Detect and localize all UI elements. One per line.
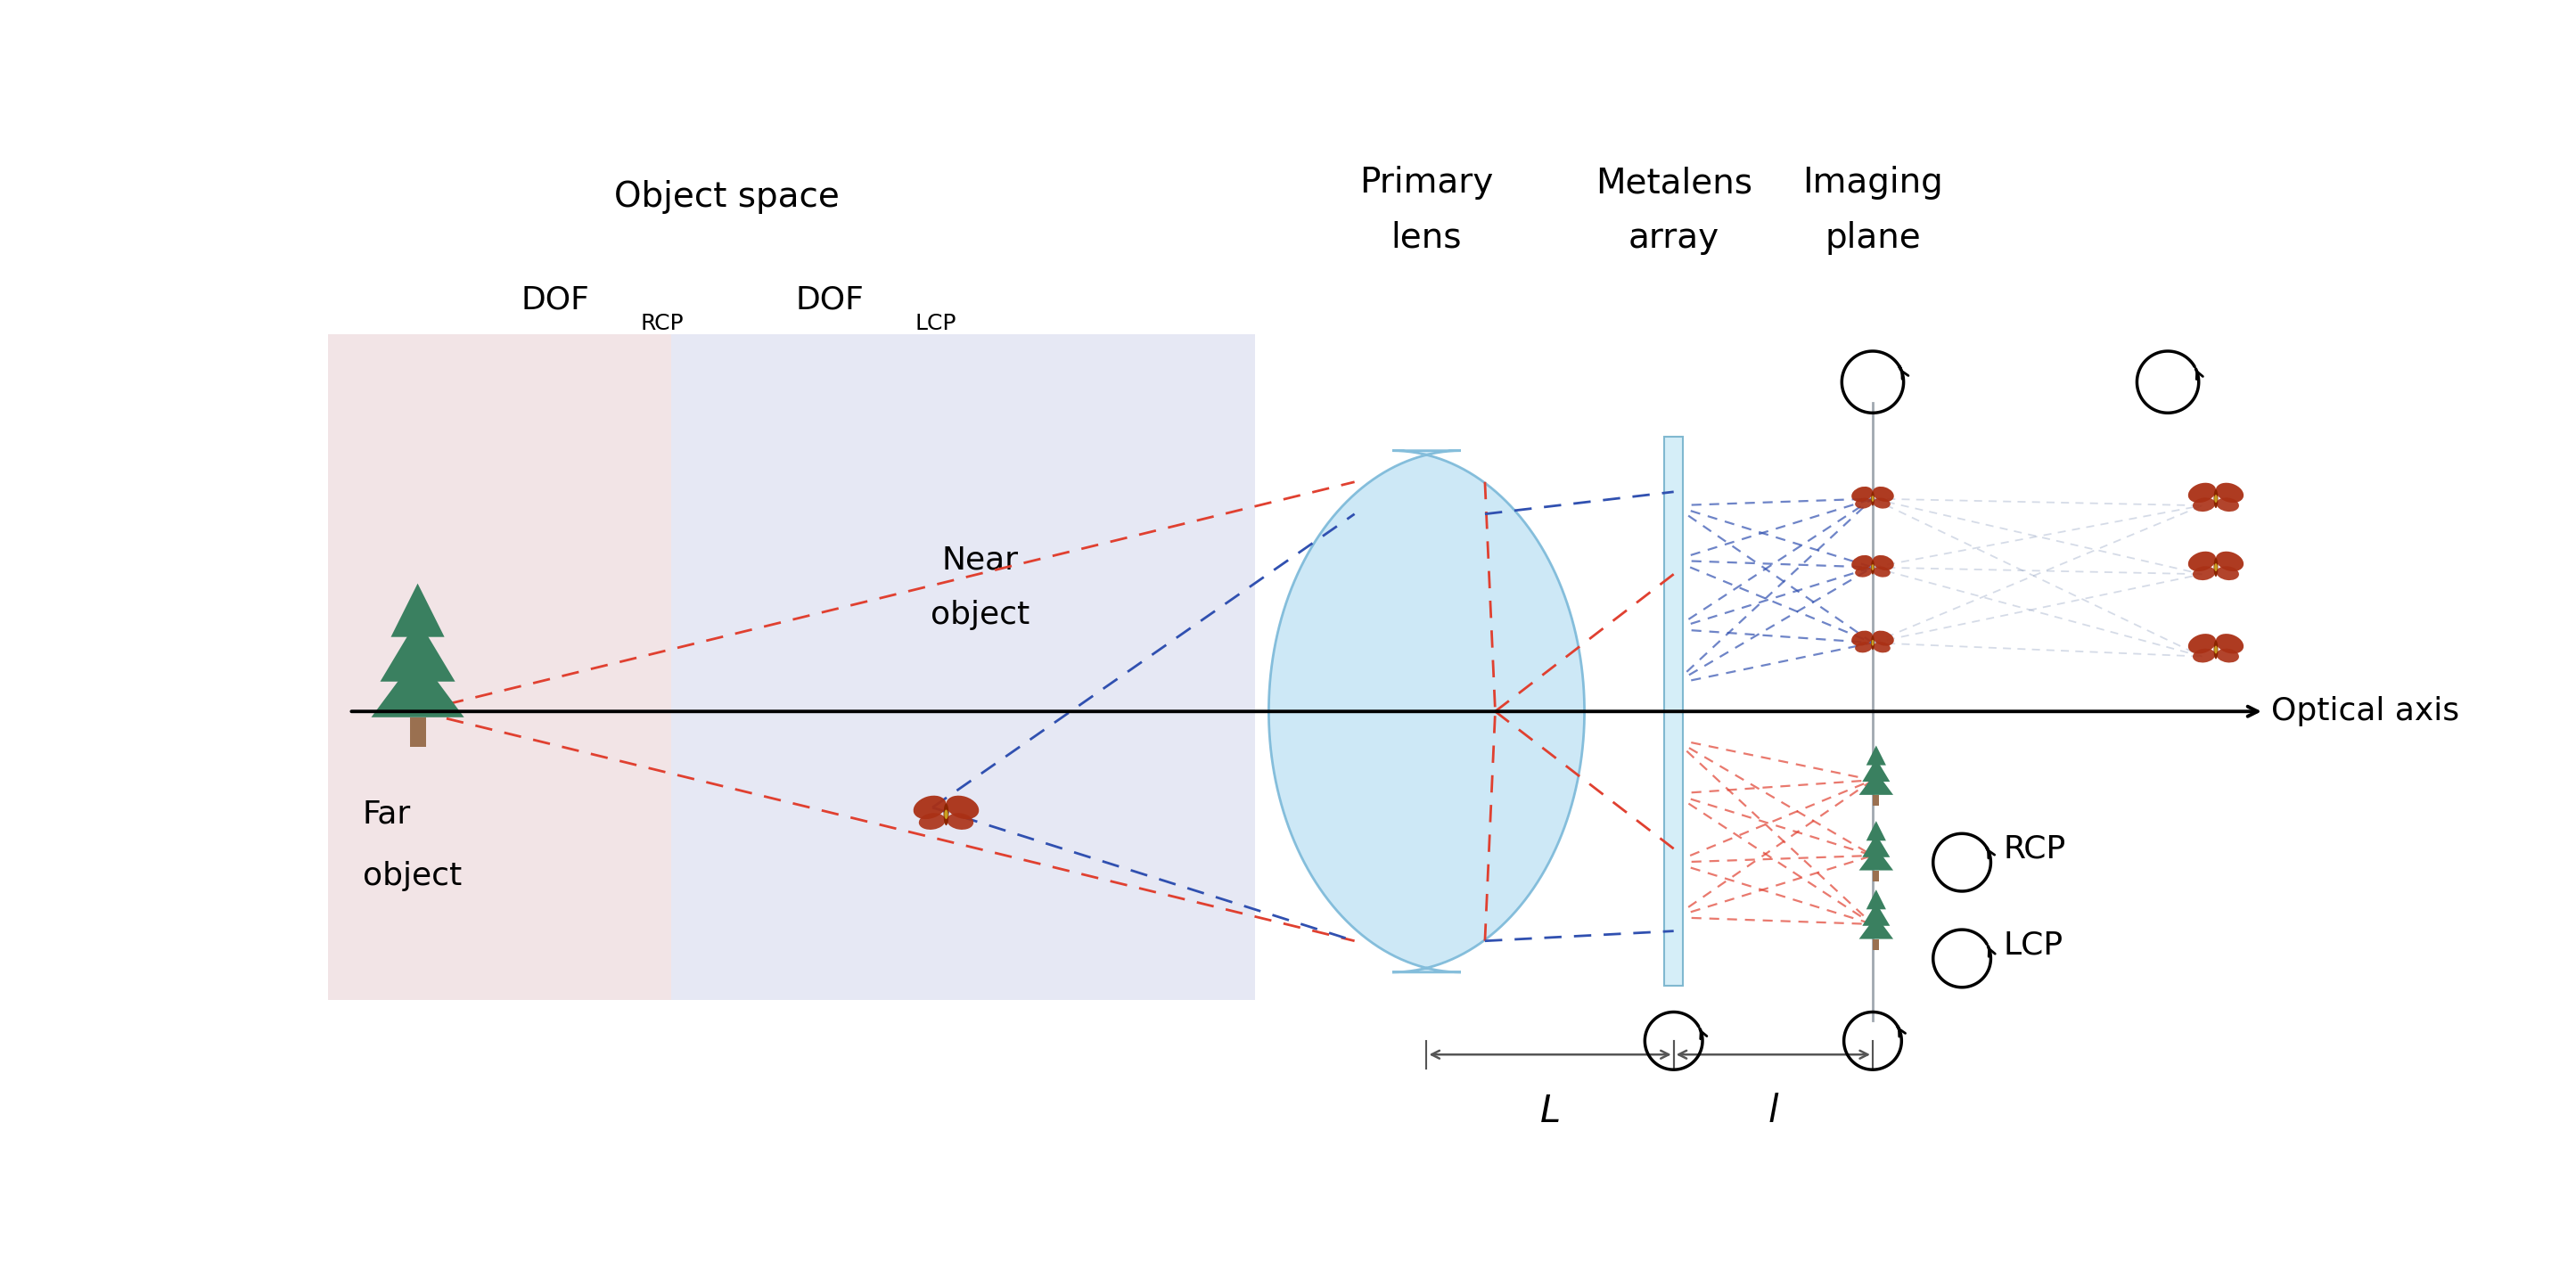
Ellipse shape bbox=[2215, 567, 2239, 581]
Text: object: object bbox=[930, 601, 1030, 631]
Polygon shape bbox=[1860, 916, 1893, 939]
Text: Far: Far bbox=[363, 799, 412, 829]
Ellipse shape bbox=[943, 804, 948, 825]
Text: Primary: Primary bbox=[1360, 167, 1494, 199]
Ellipse shape bbox=[1852, 487, 1873, 502]
Polygon shape bbox=[371, 655, 464, 717]
Text: Object space: Object space bbox=[613, 179, 840, 213]
Text: RCP: RCP bbox=[2004, 833, 2066, 863]
Ellipse shape bbox=[1873, 497, 1891, 509]
Bar bbox=[1664, 437, 1682, 986]
Text: plane: plane bbox=[1824, 221, 1922, 255]
Ellipse shape bbox=[2215, 646, 2218, 654]
Ellipse shape bbox=[1852, 631, 1873, 646]
Polygon shape bbox=[1270, 451, 1584, 972]
Ellipse shape bbox=[2192, 649, 2215, 663]
Text: object: object bbox=[363, 861, 461, 891]
Text: DOF: DOF bbox=[520, 284, 590, 314]
Polygon shape bbox=[1873, 871, 1878, 881]
Ellipse shape bbox=[1873, 631, 1893, 646]
Text: Imaging: Imaging bbox=[1803, 167, 1942, 199]
Ellipse shape bbox=[2213, 558, 2218, 577]
Ellipse shape bbox=[2215, 634, 2244, 654]
Polygon shape bbox=[1865, 746, 1886, 765]
Polygon shape bbox=[381, 620, 456, 681]
Polygon shape bbox=[1862, 758, 1891, 781]
Text: Metalens: Metalens bbox=[1595, 167, 1752, 199]
Ellipse shape bbox=[2187, 634, 2215, 654]
Ellipse shape bbox=[1870, 636, 1875, 650]
Ellipse shape bbox=[1855, 567, 1873, 577]
Ellipse shape bbox=[914, 795, 945, 819]
Text: LCP: LCP bbox=[914, 313, 956, 334]
Ellipse shape bbox=[2215, 497, 2239, 511]
Ellipse shape bbox=[1855, 497, 1873, 509]
Ellipse shape bbox=[1873, 567, 1891, 577]
Polygon shape bbox=[410, 717, 425, 747]
Polygon shape bbox=[1873, 795, 1878, 805]
Ellipse shape bbox=[2215, 495, 2218, 502]
Ellipse shape bbox=[2192, 497, 2215, 511]
Text: L: L bbox=[1540, 1093, 1561, 1129]
Ellipse shape bbox=[2213, 640, 2218, 659]
Ellipse shape bbox=[2215, 563, 2218, 572]
Polygon shape bbox=[1865, 822, 1886, 840]
Ellipse shape bbox=[2215, 483, 2244, 502]
Text: array: array bbox=[1628, 221, 1718, 255]
Text: RCP: RCP bbox=[641, 313, 685, 334]
Text: l: l bbox=[1767, 1093, 1777, 1129]
Text: Near: Near bbox=[943, 545, 1018, 575]
Polygon shape bbox=[1865, 890, 1886, 910]
Polygon shape bbox=[1862, 834, 1891, 857]
Polygon shape bbox=[1862, 902, 1891, 926]
Ellipse shape bbox=[1873, 555, 1893, 570]
Ellipse shape bbox=[1870, 491, 1875, 506]
Ellipse shape bbox=[2215, 649, 2239, 663]
Bar bbox=[330, 334, 863, 1000]
Text: DOF: DOF bbox=[796, 284, 863, 314]
Ellipse shape bbox=[2215, 551, 2244, 572]
Ellipse shape bbox=[948, 813, 974, 829]
Ellipse shape bbox=[1852, 555, 1873, 570]
Ellipse shape bbox=[945, 795, 979, 819]
Text: lens: lens bbox=[1391, 221, 1463, 255]
Ellipse shape bbox=[2213, 490, 2218, 509]
Ellipse shape bbox=[1873, 487, 1893, 502]
Ellipse shape bbox=[1870, 560, 1875, 574]
Ellipse shape bbox=[2192, 567, 2215, 581]
Polygon shape bbox=[1860, 772, 1893, 795]
Text: LCP: LCP bbox=[2004, 930, 2063, 960]
Polygon shape bbox=[1873, 939, 1878, 950]
Ellipse shape bbox=[2187, 483, 2215, 502]
Ellipse shape bbox=[945, 810, 948, 819]
Ellipse shape bbox=[1855, 642, 1873, 652]
Polygon shape bbox=[1860, 847, 1893, 871]
Ellipse shape bbox=[1873, 642, 1891, 652]
Text: Optical axis: Optical axis bbox=[2272, 697, 2460, 727]
Ellipse shape bbox=[920, 813, 945, 829]
Polygon shape bbox=[392, 583, 446, 637]
Bar bbox=[672, 334, 1255, 1000]
Ellipse shape bbox=[2187, 551, 2215, 572]
